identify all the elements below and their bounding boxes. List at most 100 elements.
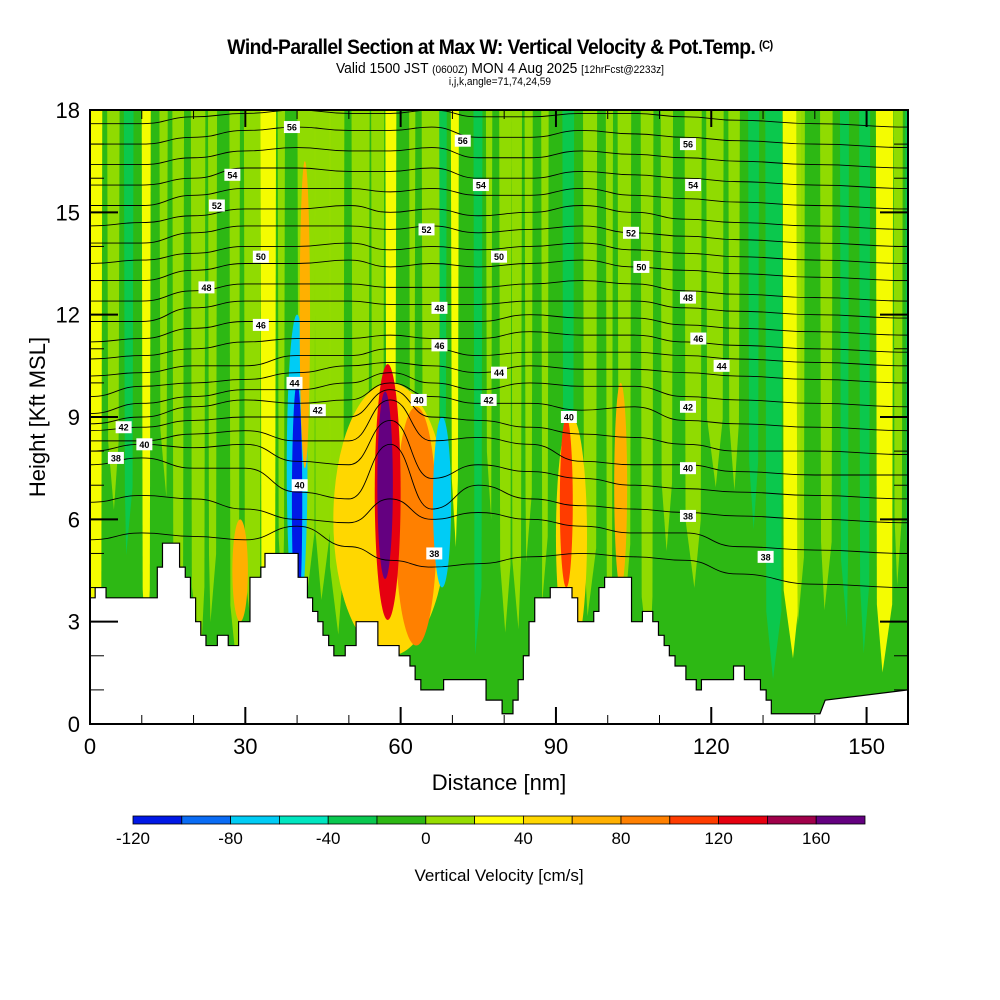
theta-contour-45 bbox=[90, 348, 908, 377]
colorbar-segment bbox=[425, 815, 475, 825]
colorbar-segment bbox=[376, 815, 427, 825]
contour-label-text: 54 bbox=[688, 181, 698, 191]
contour-label-text: 48 bbox=[434, 303, 444, 313]
contour-label-box bbox=[480, 393, 497, 406]
contour-label-box bbox=[107, 451, 124, 464]
y-tick-label: 6 bbox=[68, 507, 80, 532]
contour-label-box bbox=[713, 359, 730, 372]
theta-contour-39 bbox=[90, 419, 908, 500]
contour-label-box bbox=[136, 438, 153, 451]
velocity-stripe bbox=[796, 110, 805, 626]
y-axis-title: Height [Kft MSL] bbox=[25, 337, 50, 497]
x-tick-label: 30 bbox=[233, 734, 257, 759]
colorbar-segment bbox=[815, 815, 866, 825]
contour-label-text: 56 bbox=[287, 123, 297, 133]
chart-title: Wind-Parallel Section at Max W: Vertical… bbox=[40, 36, 960, 60]
contour-label: 48 bbox=[198, 281, 215, 294]
velocity-feature bbox=[299, 161, 311, 469]
velocity-stripe bbox=[524, 110, 533, 563]
velocity-stripe bbox=[583, 110, 598, 617]
contour-label-box bbox=[426, 547, 443, 560]
contour-label-box bbox=[491, 250, 507, 263]
velocity-stripe bbox=[243, 110, 262, 642]
contour-label: 38 bbox=[107, 451, 124, 464]
contour-label-text: 50 bbox=[494, 252, 504, 262]
velocity-stripe bbox=[90, 110, 103, 667]
velocity-stripe bbox=[605, 110, 614, 652]
contour-label: 40 bbox=[291, 479, 308, 492]
colorbar-tick-label: 160 bbox=[802, 829, 830, 848]
contour-label: 44 bbox=[491, 366, 507, 379]
contour-label-box bbox=[491, 366, 507, 379]
contour-label-text: 44 bbox=[494, 368, 504, 378]
velocity-stripe bbox=[450, 110, 459, 548]
theta-contour-44 bbox=[90, 361, 908, 397]
colorbar-tick-label: 120 bbox=[704, 829, 732, 848]
contour-label-text: 46 bbox=[434, 341, 444, 351]
contour-label-text: 52 bbox=[626, 228, 636, 238]
contour-label-text: 42 bbox=[313, 406, 323, 416]
contour-label-text: 38 bbox=[429, 549, 439, 559]
contour-label: 40 bbox=[410, 393, 427, 406]
contour-label-box bbox=[115, 421, 132, 434]
theta-contour-36 bbox=[90, 525, 908, 589]
contour-label: 42 bbox=[679, 400, 696, 413]
contour-label-text: 40 bbox=[295, 481, 305, 491]
contour-label-box bbox=[623, 226, 640, 239]
contour-label-text: 38 bbox=[111, 453, 121, 463]
contour-label: 42 bbox=[115, 421, 132, 434]
contour-label-text: 56 bbox=[683, 140, 693, 150]
contour-label: 56 bbox=[283, 121, 300, 134]
contour-label-box bbox=[198, 281, 215, 294]
contour-label: 52 bbox=[208, 199, 225, 212]
contour-label: 42 bbox=[480, 393, 497, 406]
contour-label-box bbox=[454, 134, 471, 147]
contour-label: 42 bbox=[309, 404, 326, 417]
terrain-profile bbox=[90, 542, 908, 724]
contour-label-box bbox=[690, 332, 707, 345]
contour-label: 52 bbox=[418, 223, 435, 236]
contour-label-box bbox=[208, 199, 225, 212]
theta-contour-49 bbox=[90, 280, 908, 302]
contour-label: 46 bbox=[690, 332, 707, 345]
x-tick-label: 0 bbox=[84, 734, 96, 759]
colorbar-tick-label: -120 bbox=[116, 829, 150, 848]
colorbar-tick-label: -80 bbox=[218, 829, 243, 848]
theta-contour-52 bbox=[90, 225, 908, 247]
contour-label-text: 52 bbox=[422, 225, 432, 235]
velocity-stripe bbox=[172, 110, 185, 652]
velocity-stripe bbox=[765, 110, 783, 680]
valid-utc: (0600Z) bbox=[432, 64, 468, 76]
colorbar-segment bbox=[230, 815, 280, 825]
contour-label: 50 bbox=[491, 250, 507, 263]
velocity-stripe bbox=[728, 110, 740, 491]
velocity-stripe bbox=[839, 110, 850, 628]
contour-label-box bbox=[431, 301, 448, 314]
colorbar-segment bbox=[571, 815, 622, 825]
contour-label-text: 40 bbox=[139, 440, 149, 450]
colorbar-segment bbox=[620, 815, 671, 825]
x-tick-label: 90 bbox=[544, 734, 568, 759]
contour-label-box bbox=[283, 121, 300, 134]
theta-contour-48 bbox=[90, 300, 908, 322]
x-tick-label: 120 bbox=[693, 734, 730, 759]
contour-label-box bbox=[679, 138, 696, 151]
theta-contour-38 bbox=[90, 443, 908, 524]
contour-label-text: 54 bbox=[227, 170, 237, 180]
contour-label-text: 56 bbox=[458, 136, 468, 146]
contour-label-text: 48 bbox=[201, 283, 211, 293]
contour-label-text: 46 bbox=[256, 320, 266, 330]
contour-label-text: 40 bbox=[564, 413, 574, 423]
contour-label-text: 52 bbox=[212, 201, 222, 211]
contour-label-text: 50 bbox=[256, 252, 266, 262]
colorbar-tick-label: -40 bbox=[316, 829, 341, 848]
y-tick-label: 9 bbox=[68, 405, 80, 430]
contour-label: 44 bbox=[713, 359, 730, 372]
colorbar: -120 -80 -40 0 40 80 120 160 bbox=[116, 815, 866, 848]
colorbar-segment bbox=[474, 815, 524, 825]
theta-contour-42 bbox=[90, 382, 908, 432]
velocity-stripe bbox=[541, 110, 549, 606]
velocity-stripe bbox=[706, 110, 724, 488]
contour-label-text: 48 bbox=[683, 293, 693, 303]
